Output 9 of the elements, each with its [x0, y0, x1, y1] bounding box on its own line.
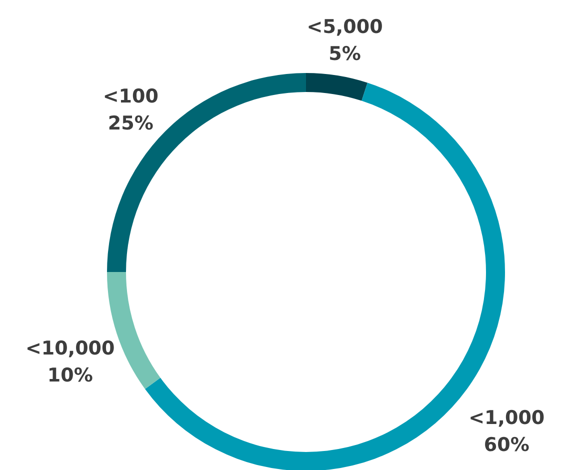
data-label: 5% [328, 43, 361, 66]
data-label: 25% [108, 112, 154, 135]
data-label: 60% [484, 434, 530, 456]
slice-label: <5,000 [306, 16, 383, 38]
data-label: 10% [47, 364, 93, 387]
slice-label: <100 [102, 86, 158, 108]
slice-label: <10,000 [26, 338, 115, 360]
slice-label: <1,000 [468, 406, 545, 429]
donut-slice [306, 73, 368, 101]
